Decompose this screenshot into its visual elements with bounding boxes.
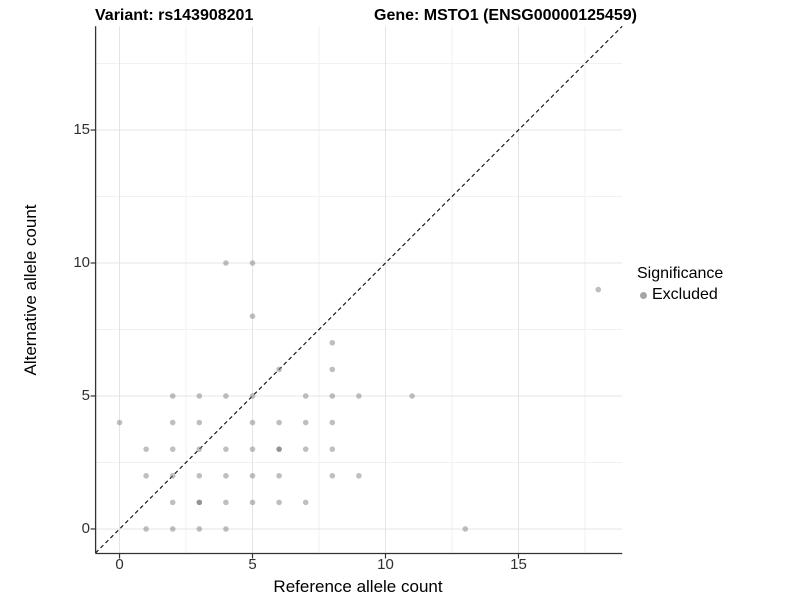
data-point xyxy=(329,393,336,399)
data-point xyxy=(329,339,336,346)
data-point xyxy=(249,472,256,479)
data-point xyxy=(302,499,309,506)
excluded-point-icon xyxy=(640,291,647,299)
data-point xyxy=(169,393,176,399)
data-point xyxy=(169,472,176,479)
identity-line xyxy=(95,25,623,554)
y-axis-title: Alternative allele count xyxy=(21,204,40,376)
x-tick-label: 5 xyxy=(248,556,257,573)
data-point xyxy=(223,260,229,266)
data-point xyxy=(249,260,256,266)
data-point xyxy=(169,419,176,426)
legend-item-label: Excluded xyxy=(652,286,718,303)
data-point xyxy=(143,472,149,479)
data-point xyxy=(276,446,282,452)
data-point xyxy=(223,446,229,452)
legend-item-excluded: Excluded xyxy=(637,286,723,304)
data-point xyxy=(329,446,336,452)
legend: Significance Excluded xyxy=(637,265,723,304)
data-point xyxy=(249,419,256,426)
y-tick-label: 15 xyxy=(73,121,90,139)
data-point xyxy=(302,419,309,426)
data-point xyxy=(302,446,309,452)
x-tick-label: 0 xyxy=(115,556,124,573)
variant-title: Variant: rs143908201 xyxy=(95,7,254,24)
data-point xyxy=(223,472,229,479)
data-point xyxy=(356,472,362,479)
data-point xyxy=(409,393,415,399)
data-point xyxy=(169,526,176,532)
data-point xyxy=(196,526,203,532)
data-point xyxy=(276,366,282,373)
data-point xyxy=(462,526,469,532)
data-point xyxy=(196,419,203,426)
data-point xyxy=(249,393,256,399)
data-point xyxy=(302,393,309,399)
data-point xyxy=(169,499,176,506)
data-point xyxy=(249,446,256,452)
data-point xyxy=(143,526,149,532)
data-point xyxy=(143,446,149,452)
data-point xyxy=(356,393,362,399)
data-point xyxy=(249,313,256,319)
data-point xyxy=(196,499,203,506)
gene-title: Gene: MSTO1 (ENSG00000125459) xyxy=(374,7,637,24)
data-point xyxy=(276,499,282,506)
data-point xyxy=(223,499,229,506)
data-point xyxy=(196,393,203,399)
data-point xyxy=(595,286,602,293)
data-point xyxy=(329,472,336,479)
data-point xyxy=(196,446,203,452)
data-point xyxy=(329,419,336,426)
data-point xyxy=(223,526,229,532)
x-axis-title: Reference allele count xyxy=(273,577,443,596)
data-point xyxy=(329,366,336,373)
data-point xyxy=(276,419,282,426)
data-point xyxy=(223,393,229,399)
y-tick-label: 0 xyxy=(81,519,90,537)
data-point xyxy=(276,472,282,479)
data-point xyxy=(169,446,176,452)
y-tick-label: 10 xyxy=(73,254,90,271)
data-point xyxy=(116,419,123,426)
legend-title: Significance xyxy=(637,265,724,282)
x-tick-label: 15 xyxy=(510,556,527,573)
data-point xyxy=(249,499,256,506)
y-tick-label: 5 xyxy=(81,386,90,404)
x-tick-label: 10 xyxy=(377,556,394,573)
data-point xyxy=(196,472,203,479)
